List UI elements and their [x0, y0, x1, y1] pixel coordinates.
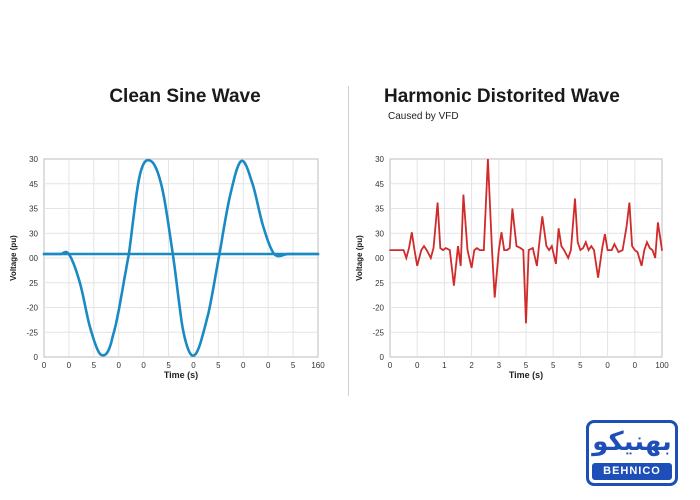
x-tick-label: 0 [605, 361, 610, 370]
y-tick-label: 30 [29, 229, 38, 238]
x-tick-label: 0 [633, 361, 638, 370]
behnico-logo: بهنیکو BEHNICO [586, 420, 678, 486]
x-tick-label: 0 [415, 361, 420, 370]
right-chart-title: Harmonic Distorited Wave [384, 86, 620, 107]
y-tick-label: 45 [375, 180, 384, 189]
x-tick-label: 0 [266, 361, 271, 370]
y-tick-label: 25 [29, 279, 38, 288]
y-tick-label: 45 [29, 180, 38, 189]
x-tick-label: 0 [191, 361, 196, 370]
y-tick-label: 25 [375, 279, 384, 288]
y-tick-label: 30 [29, 155, 38, 164]
x-tick-label: 5 [524, 361, 529, 370]
y-tick-label: 0 [380, 353, 385, 362]
y-axis-label: Voltage (pu) [355, 235, 364, 281]
y-tick-label: -25 [372, 328, 384, 337]
left-chart-title: Clean Sine Wave [109, 86, 261, 107]
x-tick-label: 0 [241, 361, 246, 370]
y-axis-label: Voltage (pu) [9, 235, 18, 281]
series-line-1 [389, 158, 663, 324]
y-tick-label: 0 [34, 353, 39, 362]
y-tick-label: -20 [26, 304, 38, 313]
x-tick-label: 5 [578, 361, 583, 370]
x-tick-label: 5 [216, 361, 221, 370]
x-tick-label: 5 [291, 361, 296, 370]
x-tick-label: 1 [442, 361, 447, 370]
x-tick-label: 160 [311, 361, 325, 370]
right-chart-subtitle: Caused by VFD [388, 111, 459, 122]
y-tick-label: 35 [375, 205, 384, 214]
x-tick-label: 0 [141, 361, 146, 370]
y-tick-label: 30 [375, 229, 384, 238]
y-tick-label: 00 [375, 254, 384, 263]
panel-divider [348, 86, 349, 396]
y-tick-label: 30 [375, 155, 384, 164]
y-tick-label: 00 [29, 254, 38, 263]
x-tick-label: 0 [117, 361, 122, 370]
x-axis-label: Time (s) [509, 370, 543, 380]
x-tick-label: 0 [67, 361, 72, 370]
x-tick-label: 3 [497, 361, 502, 370]
y-tick-label: 35 [29, 205, 38, 214]
x-tick-label: 5 [551, 361, 556, 370]
y-tick-label: -20 [372, 304, 384, 313]
y-tick-label: -25 [26, 328, 38, 337]
x-tick-label: 100 [655, 361, 669, 370]
logo-english-text: BEHNICO [592, 463, 672, 480]
x-tick-label: 5 [92, 361, 97, 370]
x-tick-label: 0 [42, 361, 47, 370]
x-tick-label: 2 [469, 361, 474, 370]
logo-persian-text: بهنیکو [592, 427, 672, 457]
x-axis-label: Time (s) [164, 370, 198, 380]
x-tick-label: 5 [166, 361, 171, 370]
x-tick-label: 0 [388, 361, 393, 370]
